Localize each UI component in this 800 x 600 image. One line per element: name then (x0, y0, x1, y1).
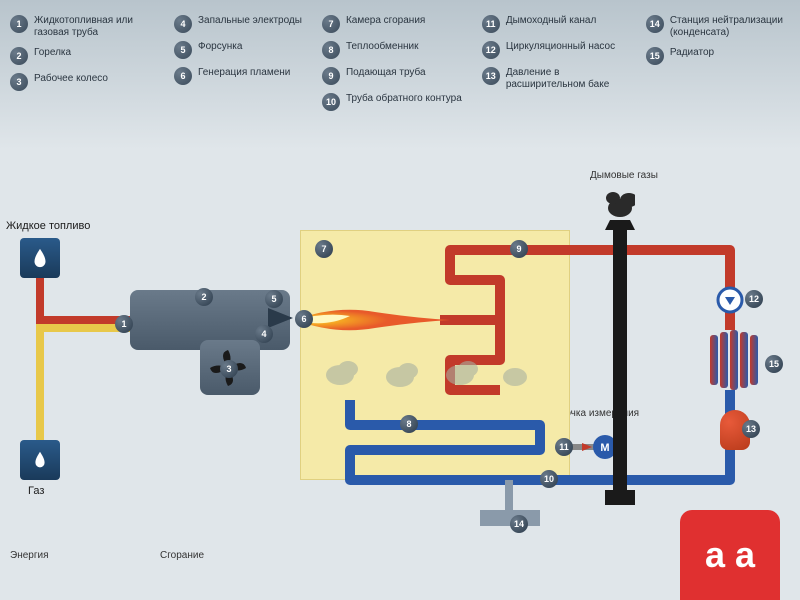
marker-7: 7 (315, 240, 333, 258)
logo-badge: a a (680, 510, 780, 600)
legend-text: Горелка (34, 47, 71, 59)
legend-item: 7 Камера сгорания (322, 15, 462, 33)
legend-bullet: 4 (174, 15, 192, 33)
legend-bullet: 2 (10, 47, 28, 65)
marker-9: 9 (510, 240, 528, 258)
legend-text: Радиатор (670, 47, 714, 59)
marker-8: 8 (400, 415, 418, 433)
legend-text: Запальные электроды (198, 15, 302, 27)
legend-item: 2 Горелка (10, 47, 154, 65)
legend-item: 6 Генерация пламени (174, 67, 302, 85)
legend-text: Рабочее колесо (34, 73, 108, 85)
legend-item: 12 Циркуляционный насос (482, 41, 626, 59)
legend-text: Давление в расширительном баке (506, 67, 626, 91)
legend-item: 9 Подающая труба (322, 67, 462, 85)
legend-bullet: 1 (10, 15, 28, 33)
legend-item: 5 Форсунка (174, 41, 302, 59)
legend-text: Станция нейтрализации (конденсата) (670, 15, 790, 39)
chimney-icon (605, 190, 635, 510)
legend-text: Труба обратного контура (346, 93, 462, 105)
legend-bullet: 14 (646, 15, 664, 33)
legend-item: 14 Станция нейтрализации (конденсата) (646, 15, 790, 39)
marker-1: 1 (115, 315, 133, 333)
legend-item: 3 Рабочее колесо (10, 73, 154, 91)
logo-text: a a (705, 534, 755, 576)
legend-bullet: 13 (482, 67, 500, 85)
legend-bullet: 10 (322, 93, 340, 111)
marker-5: 5 (265, 290, 283, 308)
legend-text: Генерация пламени (198, 67, 290, 79)
legend-bullet: 6 (174, 67, 192, 85)
legend-col-4: 11 Дымоходный канал 12 Циркуляционный насо… (482, 15, 626, 111)
legend-col-2: 4 Запальные электроды 5 Форсунка 6 Генераци… (174, 15, 302, 111)
legend-bullet: 12 (482, 41, 500, 59)
marker-15: 15 (765, 355, 783, 373)
marker-12: 12 (745, 290, 763, 308)
legend-text: Жидкотопливная или газовая труба (34, 15, 154, 39)
legend-text: Циркуляционный насос (506, 41, 615, 53)
legend: 1 Жидкотопливная или газовая труба 2 Горел… (0, 0, 800, 126)
legend-item: 10 Труба обратного контура (322, 93, 462, 111)
marker-11: 11 (555, 438, 573, 456)
legend-bullet: 8 (322, 41, 340, 59)
legend-item: 4 Запальные электроды (174, 15, 302, 33)
legend-item: 15 Радиатор (646, 47, 790, 65)
marker-2: 2 (195, 288, 213, 306)
legend-text: Дымоходный канал (506, 15, 597, 27)
legend-item: 8 Теплообменник (322, 41, 462, 59)
legend-text: Камера сгорания (346, 15, 425, 27)
marker-10: 10 (540, 470, 558, 488)
legend-item: 1 Жидкотопливная или газовая труба (10, 15, 154, 39)
legend-bullet: 15 (646, 47, 664, 65)
marker-13: 13 (742, 420, 760, 438)
smoke-icon (320, 345, 540, 405)
legend-text: Теплообменник (346, 41, 419, 53)
legend-item: 13 Давление в расширительном баке (482, 67, 626, 91)
legend-col-1: 1 Жидкотопливная или газовая труба 2 Горел… (10, 15, 154, 111)
legend-bullet: 5 (174, 41, 192, 59)
legend-text: Форсунка (198, 41, 242, 53)
marker-14: 14 (510, 515, 528, 533)
flame-icon (295, 300, 455, 340)
legend-item: 11 Дымоходный канал (482, 15, 626, 33)
legend-bullet: 3 (10, 73, 28, 91)
marker-4: 4 (255, 325, 273, 343)
legend-bullet: 7 (322, 15, 340, 33)
radiator-icon (710, 330, 760, 390)
legend-bullet: 11 (482, 15, 500, 33)
marker-3: 3 (220, 360, 238, 378)
legend-col-5: 14 Станция нейтрализации (конденсата) 15 Р… (646, 15, 790, 111)
legend-col-3: 7 Камера сгорания 8 Теплообменник 9 Подающа… (322, 15, 462, 111)
legend-text: Подающая труба (346, 67, 426, 79)
legend-bullet: 9 (322, 67, 340, 85)
diagram-area: Жидкое топливо Газ Энергия Сгорание Дымо… (0, 160, 800, 600)
marker-6: 6 (295, 310, 313, 328)
